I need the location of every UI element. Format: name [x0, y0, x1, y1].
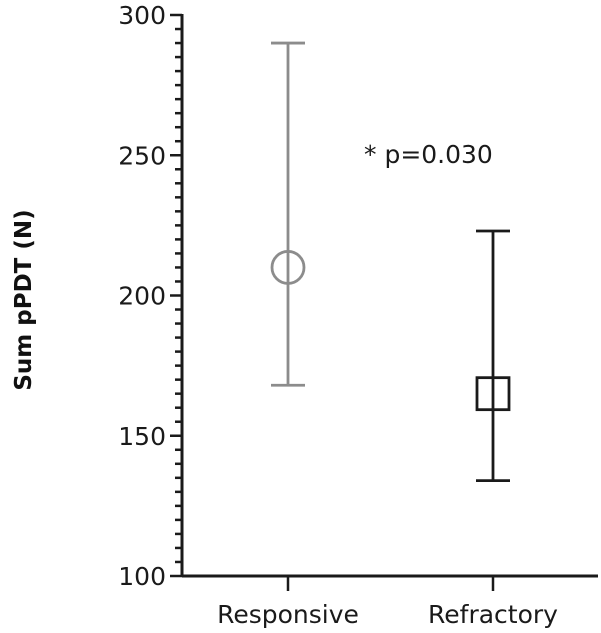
significance-annotation: * p=0.030: [364, 140, 493, 169]
y-axis-label: Sum pPDT (N): [11, 209, 37, 390]
y-tick-label: 250: [118, 141, 166, 170]
y-ticks: 100 150 200 250 300: [118, 1, 182, 591]
series-responsive: [270, 41, 306, 387]
y-tick-label: 300: [118, 1, 166, 30]
x-ticks: Responsive Refractory: [217, 576, 558, 629]
x-tick-label-responsive: Responsive: [217, 600, 359, 629]
series-refractory: [475, 229, 511, 483]
y-tick-label: 200: [118, 282, 166, 311]
axes: [180, 14, 598, 578]
data-series: [270, 41, 511, 483]
y-tick-label: 150: [118, 422, 166, 451]
x-tick-label-refractory: Refractory: [428, 600, 558, 629]
y-tick-label: 100: [118, 562, 166, 591]
